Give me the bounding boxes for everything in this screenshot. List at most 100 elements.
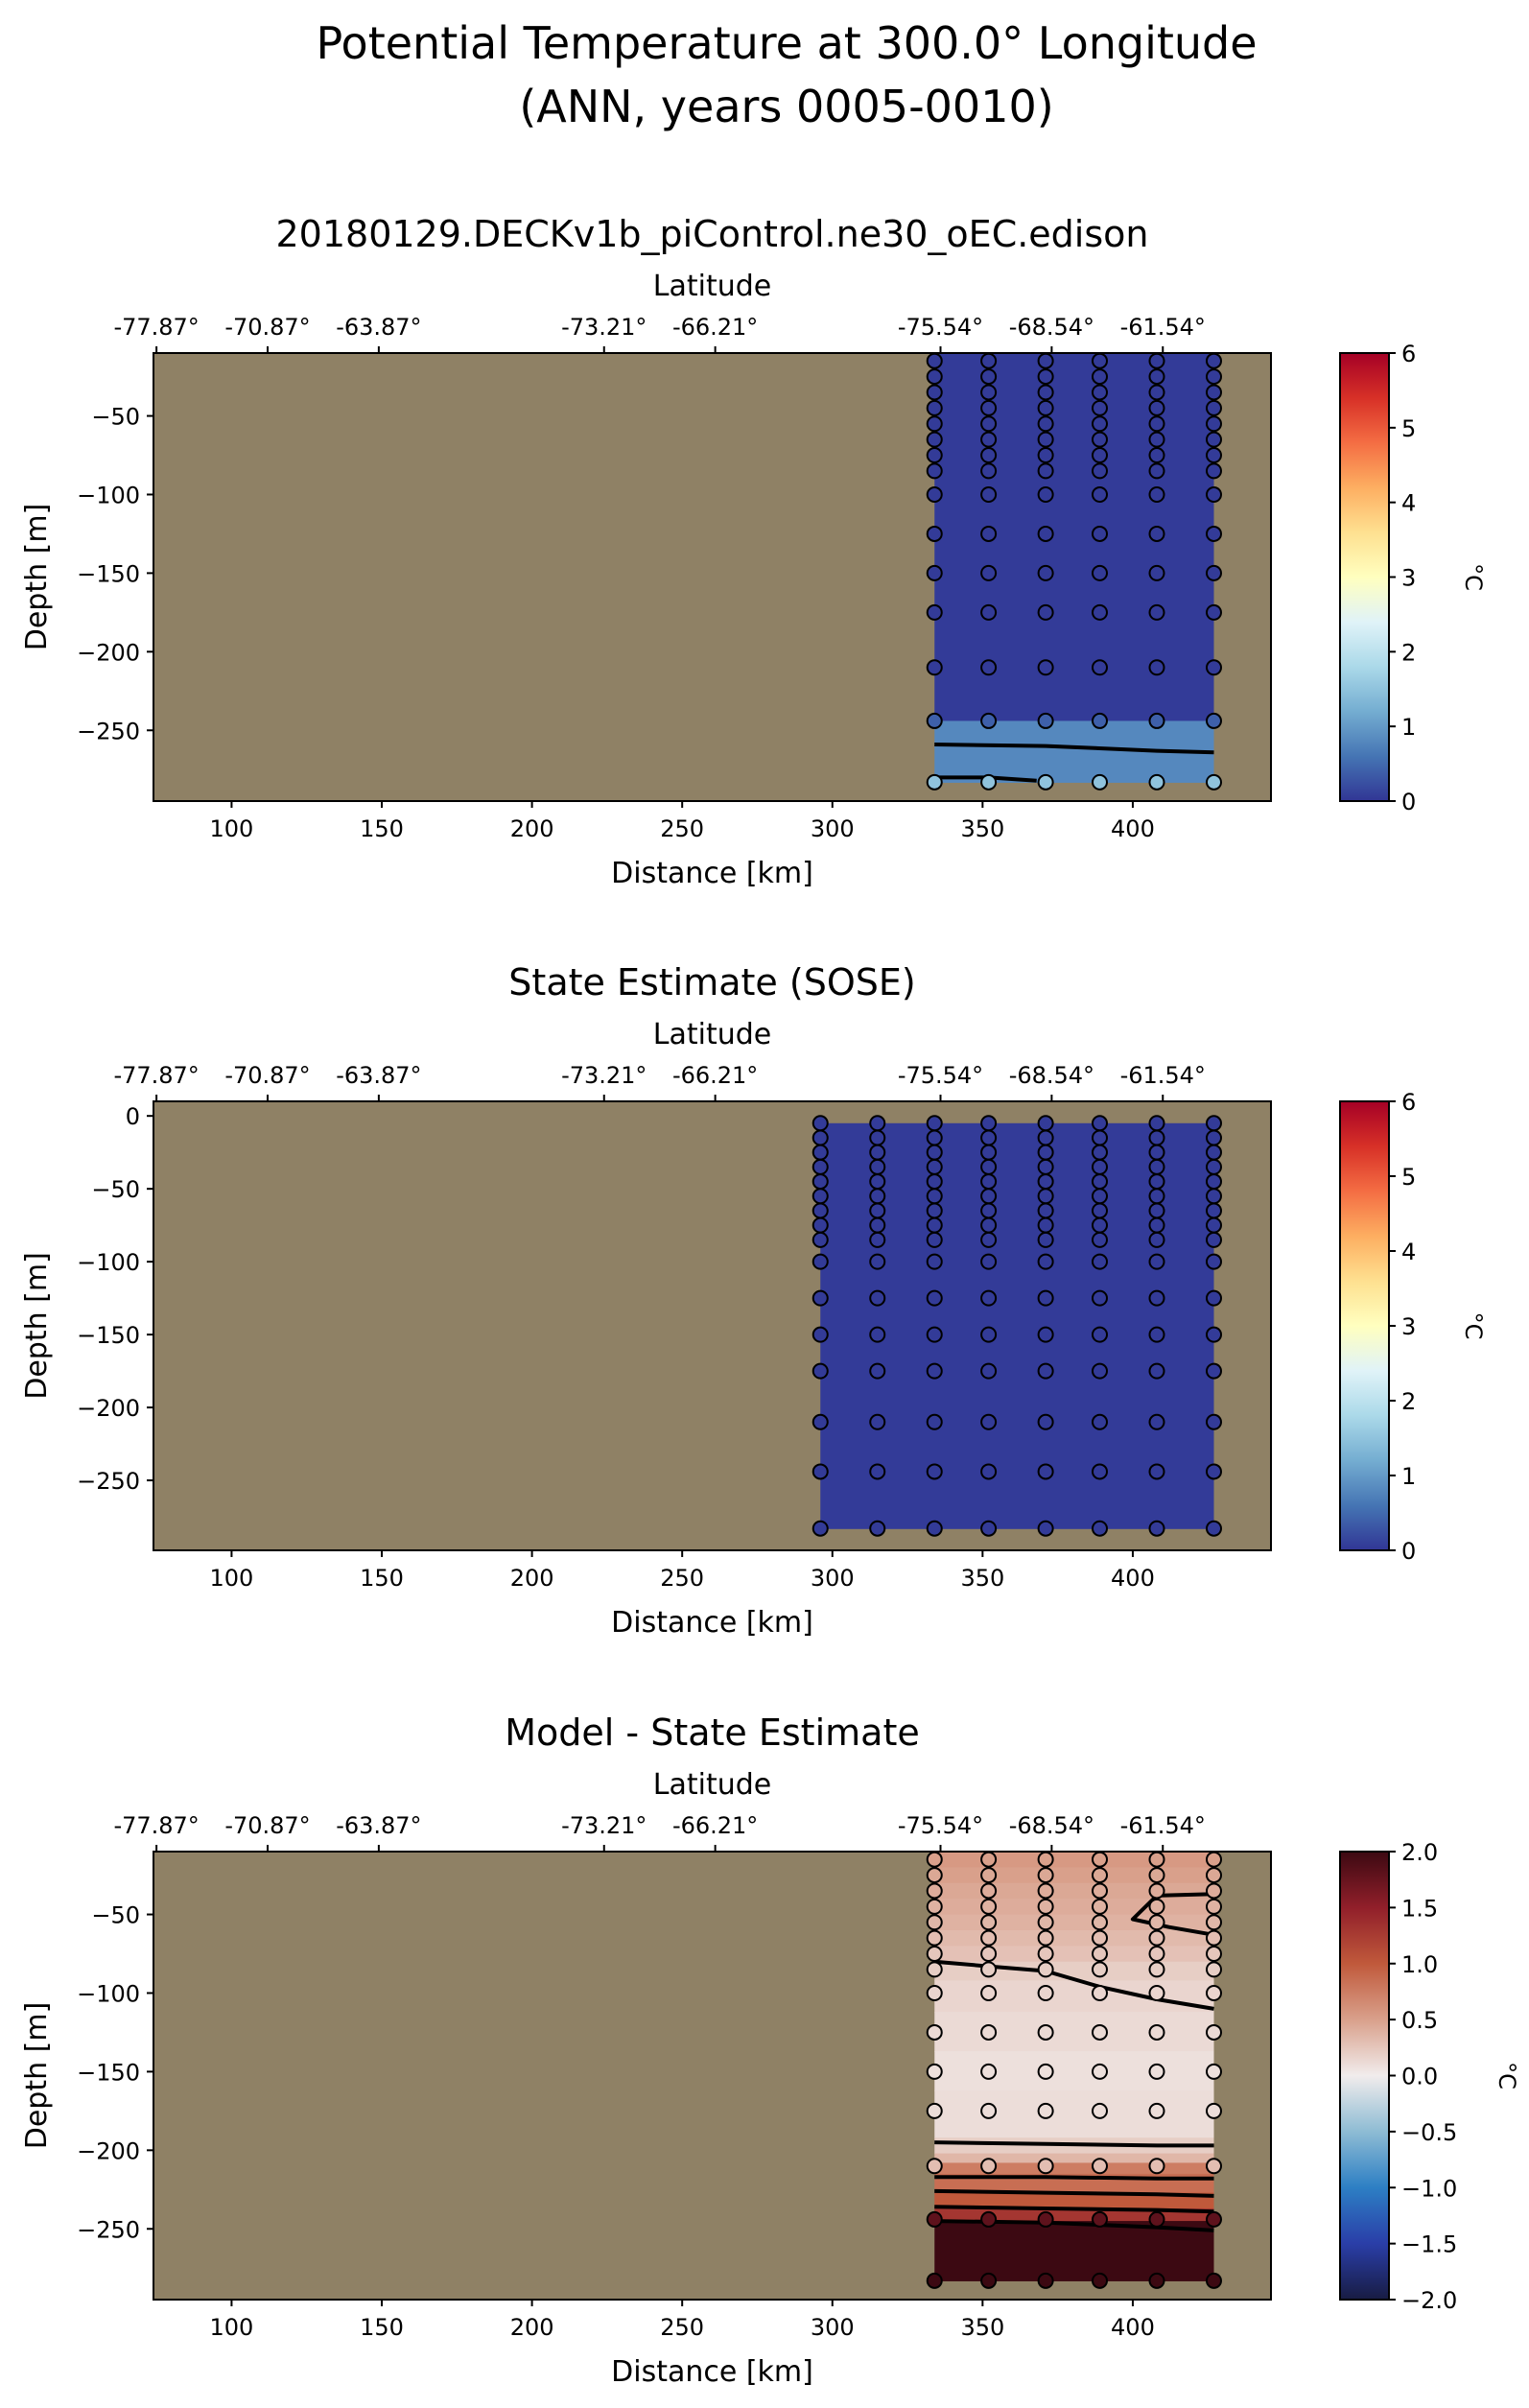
data-point-3-12 [1091, 2158, 1108, 2175]
x-tick-label: 150 [360, 815, 404, 842]
data-point-4-11 [1037, 1326, 1054, 1343]
data-point-2-1 [926, 1129, 943, 1146]
panel-title: 20180129.DECKv1b_piControl.ne30_oEC.edis… [276, 213, 1149, 255]
colorbar-tick-label: −2.0 [1401, 2287, 1457, 2314]
top-tick-label: -73.21° [561, 314, 647, 341]
data-point-6-11 [1148, 1326, 1165, 1343]
axes-frame [153, 1851, 1272, 2301]
data-point-7-3 [1205, 1158, 1222, 1175]
data-point-1-2 [869, 1144, 886, 1161]
x-tick-label: 200 [510, 815, 554, 842]
section-layer-1 [934, 1867, 1214, 1884]
data-point-1-10 [980, 564, 998, 581]
contour-line-5 [934, 2188, 1214, 2198]
data-point-2-2 [1037, 1882, 1054, 1900]
data-point-1-1 [869, 1129, 886, 1146]
data-point-3-10 [1091, 564, 1108, 581]
colorbar [1339, 352, 1390, 802]
data-point-0-15 [812, 1520, 829, 1537]
data-point-0-4 [812, 1173, 829, 1191]
data-point-4-10 [1148, 564, 1165, 581]
data-point-1-5 [980, 431, 998, 448]
data-point-1-7 [980, 1961, 998, 1978]
data-point-4-13 [1148, 2210, 1165, 2228]
data-point-3-14 [1091, 2272, 1108, 2289]
data-point-4-3 [1148, 1898, 1165, 1915]
data-point-4-8 [1148, 485, 1165, 503]
data-point-2-2 [926, 1144, 943, 1161]
y-tick-label: −100 [77, 1249, 140, 1276]
data-point-1-8 [980, 485, 998, 503]
state-estimate-panel: State Estimate (SOSE) Latitude Distance [k… [20, 961, 1487, 1640]
data-point-4-6 [1148, 447, 1165, 464]
data-point-5-11 [1091, 1326, 1108, 1343]
data-point-6-15 [1148, 1520, 1165, 1537]
data-point-6-12 [1148, 1362, 1165, 1380]
data-point-6-9 [1148, 1253, 1165, 1270]
x-tick-label: 100 [210, 1565, 254, 1592]
model-panel: 20180129.DECKv1b_piControl.ne30_oEC.edis… [20, 213, 1487, 890]
data-point-4-14 [1148, 2272, 1165, 2289]
section-layer-4 [934, 1914, 1214, 1931]
data-point-4-7 [1037, 1216, 1054, 1234]
x-tick-label: 100 [210, 2314, 254, 2341]
data-point-5-14 [1205, 2272, 1222, 2289]
section-layer-0 [820, 1122, 1214, 1529]
data-point-7-12 [1205, 1362, 1222, 1380]
data-point-5-10 [1205, 564, 1222, 581]
data-point-2-13 [1037, 2210, 1054, 2228]
data-point-1-14 [980, 773, 998, 791]
data-point-2-6 [1037, 1946, 1054, 1963]
data-point-0-13 [926, 2210, 943, 2228]
suptitle-line-2: (ANN, years 0005-0010) [519, 81, 1053, 132]
data-point-0-5 [812, 1188, 829, 1205]
data-point-2-10 [926, 1289, 943, 1307]
data-point-5-4 [1205, 1914, 1222, 1931]
data-point-4-7 [1148, 462, 1165, 480]
data-point-4-9 [1037, 1253, 1054, 1270]
data-point-2-11 [926, 1326, 943, 1343]
data-point-1-4 [869, 1173, 886, 1191]
data-point-1-1 [980, 368, 998, 386]
y-tick-label: −250 [77, 1468, 140, 1495]
data-point-0-13 [812, 1413, 829, 1430]
top-tick-label: -73.21° [561, 1062, 647, 1089]
data-point-2-5 [1037, 431, 1054, 448]
data-point-5-10 [1205, 2063, 1222, 2080]
data-point-0-4 [926, 415, 943, 433]
data-point-0-3 [926, 1898, 943, 1915]
data-point-0-8 [926, 1984, 943, 2001]
data-point-1-13 [980, 712, 998, 729]
data-point-1-10 [869, 1289, 886, 1307]
y-tick-label: −250 [77, 2216, 140, 2243]
data-point-4-5 [1148, 431, 1165, 448]
top-axis-label: Latitude [653, 270, 771, 303]
contour-line-4 [934, 2175, 1214, 2181]
data-point-0-11 [812, 1326, 829, 1343]
data-point-4-1 [1148, 1867, 1165, 1884]
data-point-2-0 [1037, 352, 1054, 369]
y-tick-label: −200 [77, 1395, 140, 1422]
data-point-1-7 [980, 462, 998, 480]
colorbar-label: °C [1460, 1312, 1487, 1340]
y-axis-label: Depth [m] [20, 2002, 54, 2150]
data-point-4-3 [1037, 1158, 1054, 1175]
data-point-4-0 [1148, 352, 1165, 369]
contour-line-1 [1156, 1892, 1214, 1898]
data-point-5-1 [1205, 1867, 1222, 1884]
data-point-2-9 [1037, 525, 1054, 542]
data-point-5-14 [1091, 1463, 1108, 1480]
data-point-3-8 [1091, 485, 1108, 503]
data-point-2-9 [1037, 2023, 1054, 2041]
data-point-5-0 [1205, 1851, 1222, 1868]
data-point-5-5 [1091, 1188, 1108, 1205]
x-tick-label: 300 [811, 815, 855, 842]
data-point-5-2 [1091, 1144, 1108, 1161]
x-tick-label: 350 [960, 815, 1004, 842]
data-point-2-0 [1037, 1851, 1054, 1868]
top-tick-label: -75.54° [898, 1812, 983, 1839]
data-point-6-1 [1148, 1129, 1165, 1146]
data-point-2-10 [1037, 2063, 1054, 2080]
colorbar-tick-label: 0.0 [1401, 2064, 1438, 2090]
